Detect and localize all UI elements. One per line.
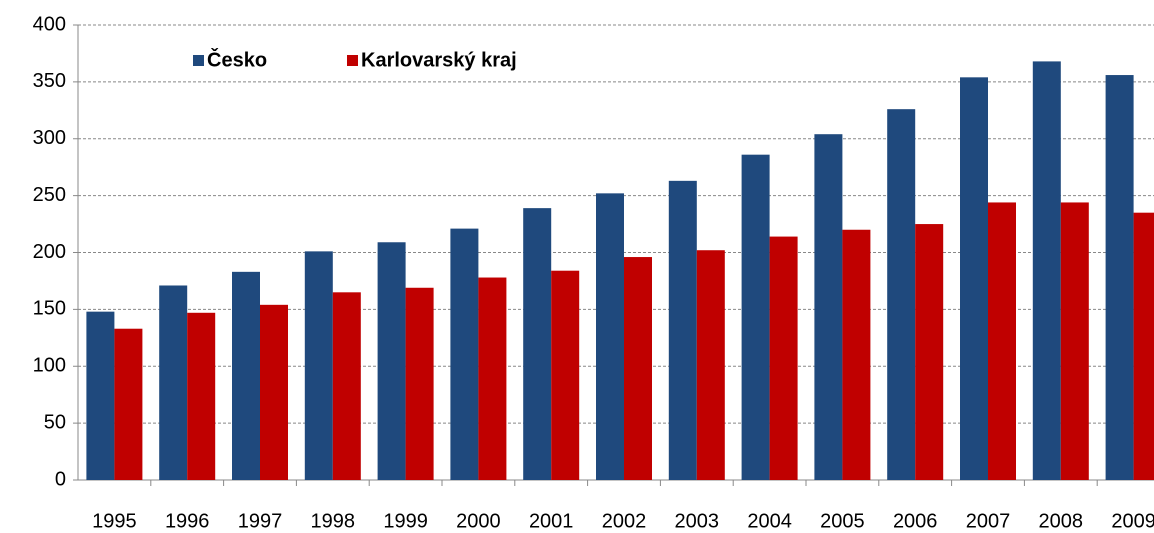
bar <box>887 109 916 481</box>
bar <box>741 154 770 481</box>
bar <box>450 228 479 480</box>
bar <box>377 242 406 480</box>
x-tick-label: 1996 <box>165 510 210 532</box>
bar <box>915 224 944 480</box>
bar <box>1060 202 1089 480</box>
bar <box>1105 75 1134 481</box>
y-tick-label: 100 <box>33 355 66 377</box>
legend-label: Česko <box>207 47 267 71</box>
bar <box>624 257 652 480</box>
x-tick-label: 2005 <box>820 510 865 532</box>
x-tick-label: 2004 <box>747 510 792 532</box>
bar <box>960 77 988 480</box>
x-tick-label: 2000 <box>456 510 501 532</box>
bar <box>304 251 333 480</box>
y-tick-label: 0 <box>55 468 66 490</box>
x-tick-label: 2009 <box>1111 510 1154 532</box>
legend-label: Karlovarský kraj <box>361 49 517 71</box>
bar <box>769 236 798 480</box>
bar <box>814 134 843 480</box>
y-tick-label: 400 <box>33 13 66 35</box>
x-tick-label: 2003 <box>675 510 720 532</box>
x-tick-label: 1999 <box>383 510 428 532</box>
bar <box>159 285 188 480</box>
bar <box>842 229 871 480</box>
bar <box>668 180 697 480</box>
bar <box>405 287 434 480</box>
x-tick-label: 2002 <box>602 510 647 532</box>
bar <box>187 312 216 480</box>
y-tick-label: 200 <box>33 241 66 263</box>
bar <box>114 328 143 480</box>
bar <box>988 202 1016 480</box>
x-tick-label: 2007 <box>966 510 1011 532</box>
bar <box>696 250 725 480</box>
bar <box>1032 61 1061 481</box>
x-tick-label: 2006 <box>893 510 938 532</box>
legend-swatch <box>193 55 204 66</box>
x-tick-label: 1995 <box>92 510 137 532</box>
bar <box>86 311 115 480</box>
y-tick-label: 300 <box>33 127 66 149</box>
bar <box>1133 212 1154 480</box>
y-tick-label: 150 <box>33 298 66 320</box>
bar <box>523 208 552 480</box>
bar <box>332 292 361 480</box>
x-tick-label: 1998 <box>311 510 356 532</box>
x-tick-label: 1997 <box>238 510 283 532</box>
bar <box>232 271 260 480</box>
bar <box>260 304 288 480</box>
y-tick-label: 250 <box>33 184 66 206</box>
bar <box>596 193 624 480</box>
x-tick-label: 2008 <box>1039 510 1084 532</box>
y-tick-label: 350 <box>33 70 66 92</box>
bar <box>551 270 580 480</box>
legend-swatch <box>347 55 358 66</box>
bar <box>478 277 507 480</box>
x-tick-label: 2001 <box>529 510 574 532</box>
y-tick-label: 50 <box>44 411 66 433</box>
